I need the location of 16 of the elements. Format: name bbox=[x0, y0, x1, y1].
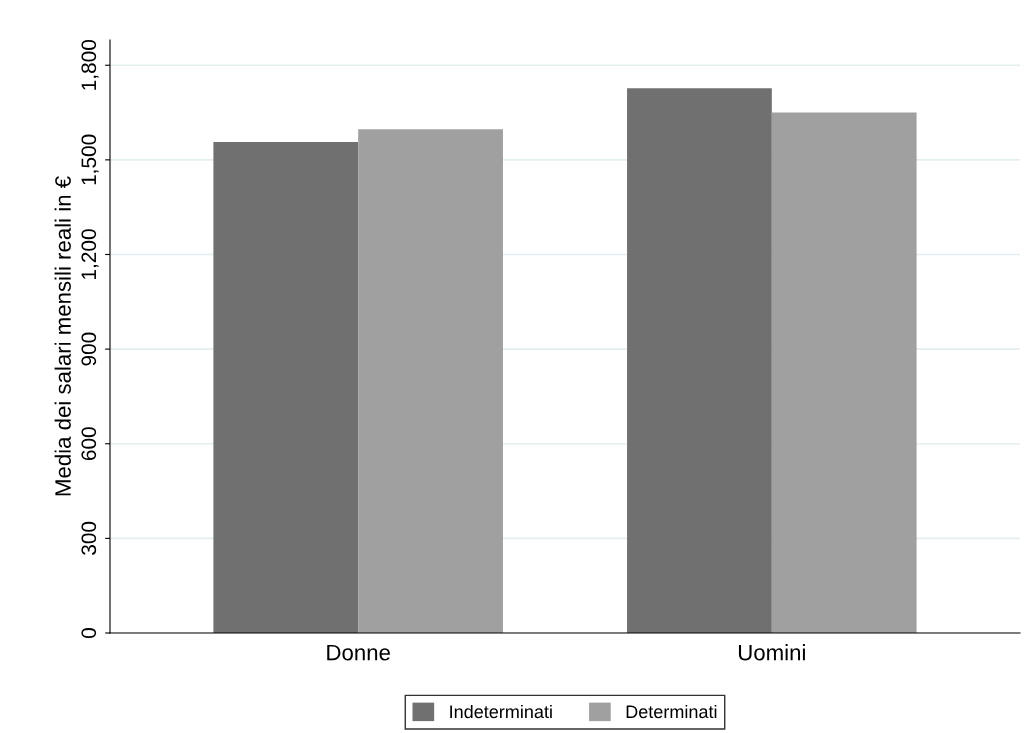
y-axis-title: Media dei salari mensili reali in € bbox=[54, 176, 71, 496]
legend-label: Indeterminati bbox=[450, 704, 552, 719]
y-tick-label: 600 bbox=[81, 427, 97, 461]
y-tick-label: 900 bbox=[81, 332, 97, 366]
x-tick-label: Uomini bbox=[738, 644, 805, 661]
bar bbox=[771, 112, 917, 633]
bar bbox=[358, 129, 503, 633]
y-tick-label: 1,800 bbox=[81, 39, 99, 90]
bar bbox=[213, 141, 359, 633]
y-tick-label: 1,200 bbox=[81, 229, 99, 279]
y-tick-label: 0 bbox=[81, 628, 97, 638]
y-tick-label: 300 bbox=[81, 521, 97, 555]
bar bbox=[627, 88, 772, 633]
y-tick-label: 1,500 bbox=[81, 134, 99, 185]
legend-label: Determinati bbox=[626, 704, 717, 719]
x-tick-label: Donne bbox=[327, 644, 390, 661]
